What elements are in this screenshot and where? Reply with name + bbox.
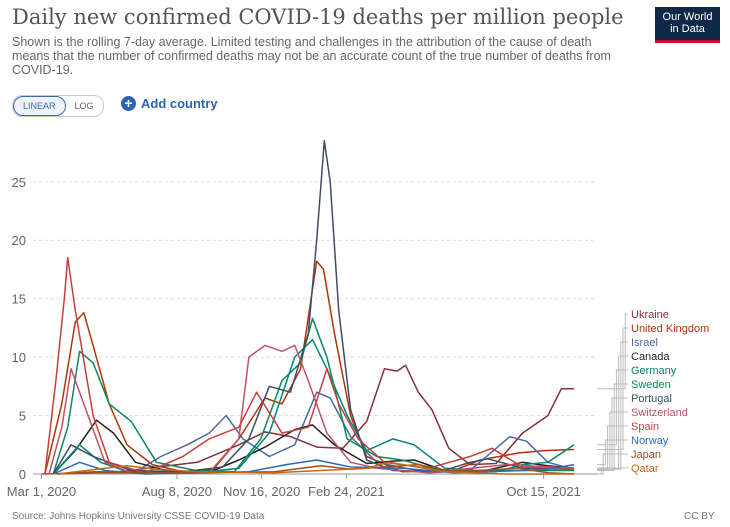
log-scale-button[interactable]: LOG [74,101,94,111]
legend-connector [597,425,628,470]
series-line [44,260,575,475]
legend-connector [597,439,628,466]
x-tick-label: Nov 16, 2020 [223,484,300,499]
plus-circle-icon: + [121,96,136,111]
legend-connector [597,467,628,475]
add-country-label: Add country [141,96,218,111]
add-country-button[interactable]: + Add country [121,96,218,111]
y-tick-label: 10 [12,350,26,365]
y-tick-label: 0 [19,467,26,482]
series-line [52,459,575,475]
x-tick-label: Feb 24, 2021 [308,484,385,499]
y-tick-label: 20 [12,233,26,248]
legend-label: Japan [631,449,661,461]
series-line [52,317,575,475]
owid-logo[interactable]: Our World in Data [655,7,720,43]
y-tick-label: 5 [19,409,26,424]
x-tick-label: Oct 15, 2021 [506,484,580,499]
series-line [57,391,575,475]
logo-line-2: in Data [670,23,705,35]
linear-scale-button[interactable]: LINEAR [13,96,66,116]
logo-line-1: Our World [662,11,713,23]
source-note: Source: Johns Hopkins University CSSE CO… [12,511,265,522]
series-line [48,344,575,475]
legend-label: Germany [631,365,677,377]
x-tick-label: Aug 8, 2020 [142,484,212,499]
legend-connector [597,369,628,446]
legend-connector [597,383,628,471]
line-chart: 0 5 10 15 20 25 Mar 1, 2020 Aug 8, 2020 Nov 16, … [7,140,709,499]
license-link[interactable]: CC BY [684,511,715,522]
y-tick-label: 15 [12,292,26,307]
y-tick-label: 25 [12,175,26,190]
legend-label: Qatar [631,463,659,475]
chart-title: Daily new confirmed COVID-19 deaths per … [12,5,624,29]
legend-label: Portugal [631,393,672,405]
legend-label: United Kingdom [631,323,709,335]
x-tick-label: Mar 1, 2020 [7,484,76,499]
legend-label: Israel [631,337,658,349]
scale-toggle: LINEAR LOG [12,95,104,117]
logo-accent-bar [655,40,720,43]
series-line [52,338,575,475]
legend-label: Norway [631,435,669,447]
series-line [57,461,575,475]
legend-label: Sweden [631,379,671,391]
legend-label: Spain [631,421,659,433]
legend-label: Switzerland [631,407,688,419]
series-line [52,140,575,475]
chart-subtitle: Shown is the rolling 7-day average. Limi… [12,35,611,77]
legend-connector [597,313,628,390]
series-line [44,256,575,475]
legend-label: Ukraine [631,309,669,321]
legend-label: Canada [631,351,670,363]
series-line [41,463,575,475]
